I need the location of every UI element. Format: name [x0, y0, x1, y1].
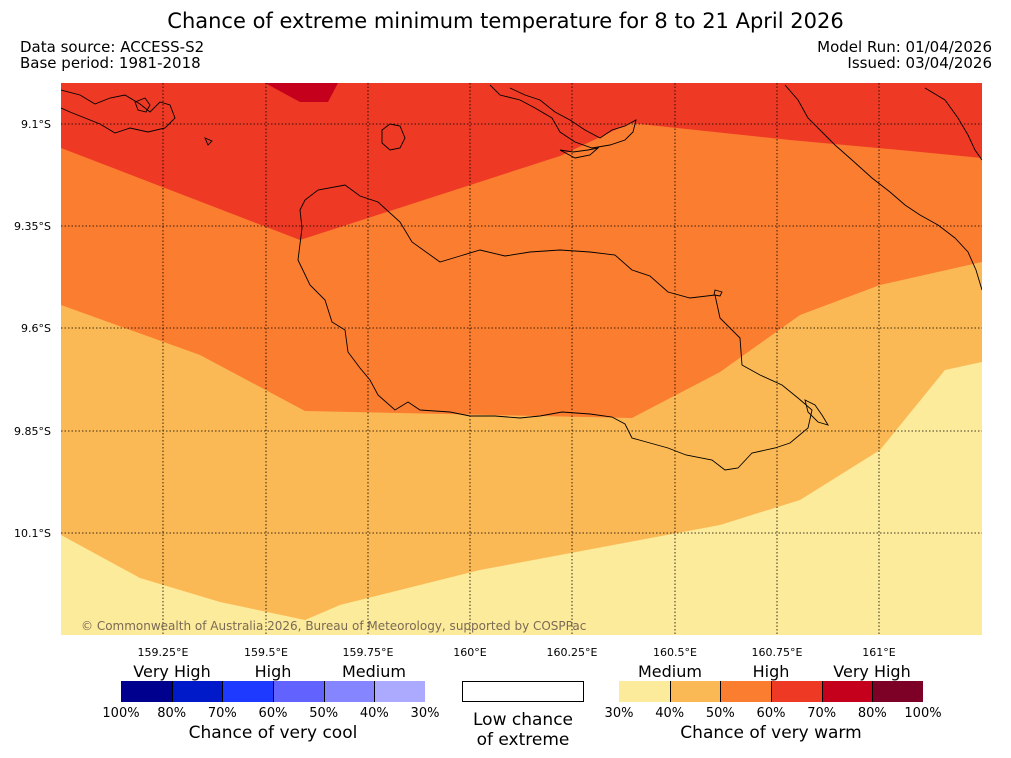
colorbar-tick-label: 60%: [258, 706, 288, 721]
warm-cat-high: High: [752, 662, 790, 681]
cool-cat-high: High: [254, 662, 292, 681]
colorbar-swatch: [771, 681, 822, 702]
colorbar-tick-label: 70%: [207, 706, 237, 721]
cool-cat-very-high: Very High: [133, 662, 211, 681]
colorbar-swatch: [872, 681, 923, 702]
lat-label: 10.1°S: [14, 527, 51, 540]
issued-date: Issued: 03/04/2026: [847, 54, 992, 72]
zone-30-40: [61, 362, 982, 635]
colorbar-swatch: [374, 681, 425, 702]
lat-label: 9.6°S: [21, 322, 51, 335]
colorbar-swatch: [323, 681, 375, 702]
colorbar-tick-label: 50%: [705, 706, 735, 721]
colorbar-tick-label: 80%: [157, 706, 187, 721]
colorbar-tick-label: 70%: [807, 706, 837, 721]
colorbar-tick-label: 40%: [359, 706, 389, 721]
lon-label: 160°E: [453, 646, 486, 659]
lat-label: 9.85°S: [14, 425, 51, 438]
low-chance-label: Low chance of extreme: [450, 710, 596, 750]
colorbar-tick-label: 30%: [604, 706, 634, 721]
colorbar-swatch: [171, 681, 223, 702]
latitude-labels: 9.1°S 9.35°S 9.6°S 9.85°S 10.1°S: [14, 118, 51, 540]
low-chance-swatch: [462, 681, 584, 702]
graticule: [61, 83, 982, 635]
colorbar-swatch: [821, 681, 873, 702]
model-run: Model Run: 01/04/2026: [817, 38, 992, 56]
copyright-notice: © Commonwealth of Australia 2026, Bureau…: [81, 619, 587, 633]
low-chance-line2: of extreme: [476, 730, 570, 750]
warm-colorbar: [619, 681, 923, 702]
lon-label: 160.25°E: [547, 646, 598, 659]
lon-label: 161°E: [862, 646, 895, 659]
low-chance-line1: Low chance: [473, 710, 573, 730]
colorbar-tick-label: 100%: [904, 706, 942, 721]
lat-label: 9.1°S: [21, 118, 51, 131]
lon-label: 159.25°E: [138, 646, 189, 659]
warm-legend-title: Chance of very warm: [680, 723, 862, 743]
lon-label: 159.75°E: [343, 646, 394, 659]
cool-legend-title: Chance of very cool: [188, 723, 358, 743]
colorbar-tick-label: 40%: [655, 706, 685, 721]
colorbar-swatch: [273, 681, 324, 702]
lon-label: 159.5°E: [244, 646, 288, 659]
run-info: Model Run: 01/04/2026 Issued: 03/04/2026: [817, 39, 992, 71]
colorbar-tick-label: 50%: [309, 706, 339, 721]
lon-label: 160.5°E: [653, 646, 697, 659]
cool-colorbar: [121, 681, 425, 702]
colorbar-swatch: [720, 681, 771, 702]
warm-cat-medium: Medium: [638, 662, 702, 681]
colorbar-swatch: [619, 681, 671, 702]
warm-cat-very-high: Very High: [833, 662, 911, 681]
lon-label: 160.75°E: [752, 646, 803, 659]
colorbar-swatch: [669, 681, 721, 702]
colorbar-tick-label: 100%: [102, 706, 140, 721]
colorbar-swatch: [121, 681, 173, 702]
data-info: Data source: ACCESS-S2 Base period: 1981…: [20, 39, 204, 71]
colorbar-tick-label: 30%: [410, 706, 440, 721]
chart-title: Chance of extreme minimum temperature fo…: [167, 9, 844, 33]
base-period: Base period: 1981-2018: [20, 54, 201, 72]
colorbar-tick-label: 60%: [756, 706, 786, 721]
probability-zones: [61, 83, 982, 635]
longitude-labels: 159.25°E 159.5°E 159.75°E 160°E 160.25°E 160.…: [138, 646, 896, 659]
colorbar-swatch: [222, 681, 273, 702]
data-source: Data source: ACCESS-S2: [20, 38, 205, 56]
coastline: [61, 84, 982, 471]
colorbar-tick-label: 80%: [857, 706, 887, 721]
lat-label: 9.35°S: [14, 220, 51, 233]
cool-cat-medium: Medium: [342, 662, 406, 681]
